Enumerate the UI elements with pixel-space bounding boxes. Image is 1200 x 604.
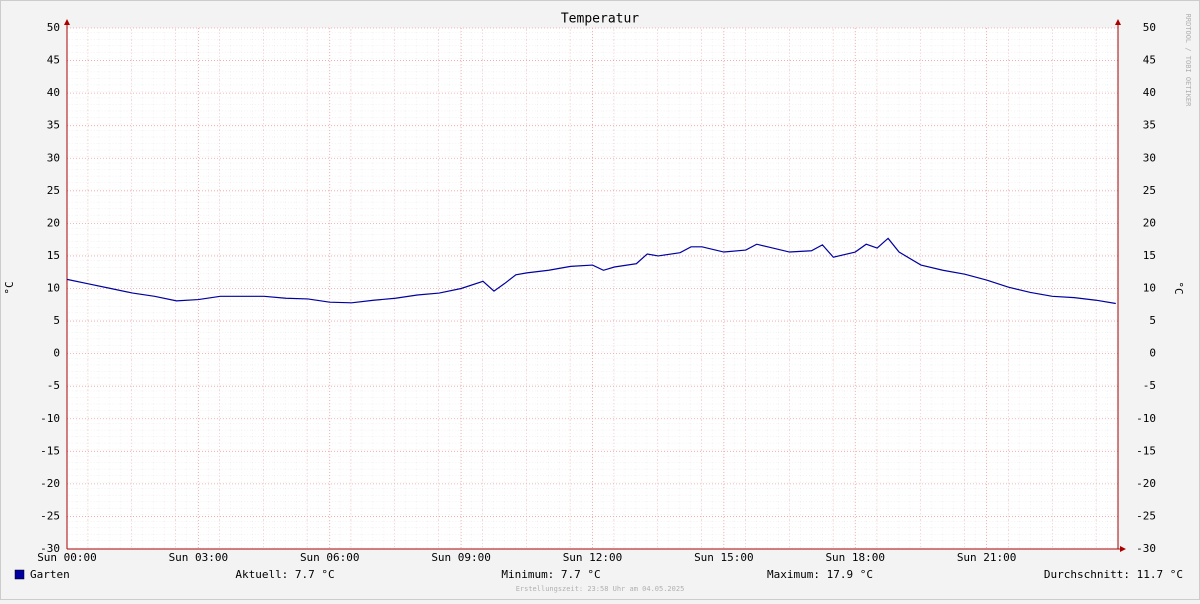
y2-tick-label: 0 — [1149, 347, 1156, 360]
stat: Maximum: 17.9 °C — [767, 568, 873, 581]
y2-tick-label: -30 — [1136, 542, 1156, 555]
footer: Erstellungszeit: 23:58 Uhr am 04.05.2025 — [516, 585, 685, 593]
y-tick-label: 40 — [47, 86, 60, 99]
y-axis-label: °C — [3, 281, 16, 294]
y2-tick-label: -15 — [1136, 444, 1156, 457]
x-tick-label: Sun 06:00 — [300, 551, 360, 564]
x-tick-label: Sun 09:00 — [431, 551, 491, 564]
y2-tick-label: -25 — [1136, 509, 1156, 522]
y2-tick-label: 45 — [1143, 54, 1156, 67]
stat: Minimum: 7.7 °C — [501, 568, 600, 581]
y-tick-label: 35 — [47, 119, 60, 132]
legend-entry: Garten — [30, 568, 70, 581]
y2-tick-label: 30 — [1143, 151, 1156, 164]
y2-tick-label: 20 — [1143, 216, 1156, 229]
y2-tick-label: 50 — [1143, 21, 1156, 34]
y2-tick-label: 5 — [1149, 314, 1156, 327]
stat: Durchschnitt: 11.7 °C — [1044, 568, 1183, 581]
y-tick-label: 25 — [47, 184, 60, 197]
y2-tick-label: 10 — [1143, 282, 1156, 295]
y2-tick-label: -10 — [1136, 412, 1156, 425]
y-tick-label: 20 — [47, 216, 60, 229]
y2-tick-label: 35 — [1143, 119, 1156, 132]
y-tick-label: -10 — [40, 412, 60, 425]
y-tick-label: 30 — [47, 151, 60, 164]
y-tick-label: -20 — [40, 477, 60, 490]
series-line — [66, 237, 1116, 305]
y-tick-label: -5 — [47, 379, 60, 392]
x-tick-label: Sun 18:00 — [825, 551, 885, 564]
chart-title: Temperatur — [561, 12, 639, 27]
y-tick-label: 45 — [47, 54, 60, 67]
y-tick-label: 5 — [53, 314, 60, 327]
y2-tick-label: -5 — [1143, 379, 1156, 392]
y-tick-label: 0 — [53, 347, 60, 360]
y2-tick-label: -20 — [1136, 477, 1156, 490]
y2-axis-label: °C — [1172, 281, 1185, 294]
y2-tick-label: 40 — [1143, 86, 1156, 99]
y-tick-label: -25 — [40, 509, 60, 522]
y-tick-label: -15 — [40, 444, 60, 457]
y-tick-label: 50 — [47, 21, 60, 34]
x-tick-label: Sun 00:00 — [37, 551, 97, 564]
x-tick-label: Sun 03:00 — [169, 551, 229, 564]
stat: Aktuell: 7.7 °C — [235, 568, 334, 581]
y2-tick-label: 15 — [1143, 249, 1156, 262]
legend-swatch — [14, 569, 25, 580]
x-tick-label: Sun 12:00 — [563, 551, 623, 564]
y2-tick-label: 25 — [1143, 184, 1156, 197]
x-tick-label: Sun 21:00 — [957, 551, 1017, 564]
y-tick-label: 15 — [47, 249, 60, 262]
y-tick-label: -30 — [40, 542, 60, 555]
y-tick-label: 10 — [47, 282, 60, 295]
x-tick-label: Sun 15:00 — [694, 551, 754, 564]
watermark: RRDTOOL / TOBI OETIKER — [1184, 14, 1192, 108]
